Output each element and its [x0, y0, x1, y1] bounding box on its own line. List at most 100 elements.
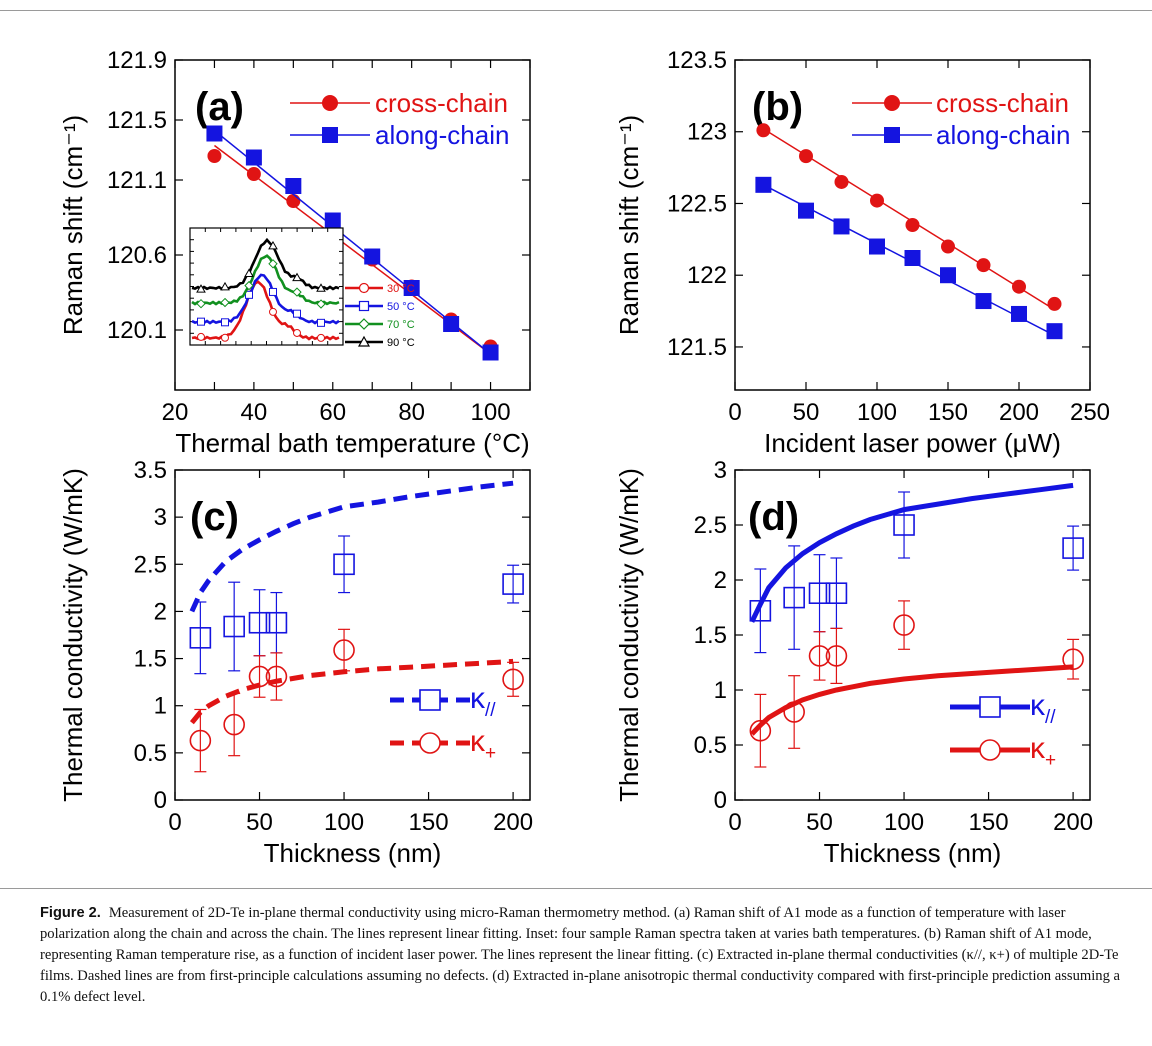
inset-legend-marker [357, 335, 371, 347]
figure-panels: 20 40 60 80 100120.1120.6121.1121.5121.9Ther… [58, 47, 1110, 868]
panel-b-xtick-label: 100 [857, 399, 897, 426]
panel-d-ytick-label: 0.5 [694, 732, 727, 759]
panel-c-series-b-legend-marker [419, 732, 441, 754]
panel-d-xtick-label: 0 [728, 809, 741, 836]
panel-b-series-b-point [755, 176, 772, 193]
panel-d-ytick-label: 1 [714, 677, 727, 704]
panel-b-series-b-point [1011, 305, 1027, 322]
panel-c-series-a-point [248, 611, 271, 634]
panel-b-series-b-point [904, 250, 921, 266]
panel-c-series-a-legend-marker [419, 689, 441, 711]
panel-d-series-b-legend-marker [979, 739, 1001, 761]
panel-c-series-b-legend-knockout [420, 733, 440, 753]
panel-d-ytick-label: 0 [714, 787, 727, 814]
panel-b-ytick-label: 123.5 [667, 47, 727, 74]
panel-c-x-axis-title: Thickness (nm) [264, 838, 442, 868]
inset-spectrum-3-marker [268, 259, 278, 269]
panel-c-series-b-point [333, 639, 355, 661]
figure-caption: Figure 2. Measurement of 2D-Te in-plane t… [40, 903, 1125, 1008]
panel-a-series-b-point [324, 212, 341, 229]
panel-d-xtick-label: 150 [969, 809, 1009, 836]
panel-b-xtick-label: 50 [793, 399, 820, 426]
inset-spectrum-1-marker [317, 333, 325, 342]
panel-a-ytick-label: 121.1 [107, 167, 167, 194]
panel-d-ytick-label: 2 [714, 567, 727, 594]
inset-spectrum-2-marker [221, 318, 229, 327]
caption-text: Measurement of 2D-Te in-plane thermal co… [40, 905, 1121, 1005]
panel-b-ytick-label: 122 [687, 262, 727, 289]
panel-a-series-a-point [246, 167, 261, 181]
panel-b-y-axis-title: Raman shift (cm⁻¹) [614, 115, 644, 335]
panel-b-ytick-label: 123 [687, 119, 727, 146]
inset-spectrum-4-marker [196, 284, 206, 293]
panel-c-series-a-point [223, 615, 245, 638]
panel-b-series-a-legend-marker [884, 95, 900, 111]
panel-d-series-a-point [825, 582, 848, 605]
inset-legend-label: 70 °C [387, 319, 415, 331]
panel-b-series-a-point [799, 149, 813, 164]
panel-d-series-a-legend-marker [979, 696, 1001, 718]
panel-d-xtick-label: 50 [806, 809, 833, 836]
panel-a-series-b-point [206, 125, 223, 142]
panel-c-ytick-label: 0 [154, 787, 167, 814]
panel-c-ytick-label: 2.5 [134, 551, 167, 578]
panel-d-series-a-point [808, 582, 831, 605]
panel-d-series-b-point [808, 645, 831, 667]
panel-a-series-b-point [482, 344, 499, 361]
panel-c-frame [174, 469, 531, 801]
panel-b-series-b-point [975, 293, 992, 310]
panel-b-series-a-point [905, 218, 920, 232]
panel-b-series-b-legend-marker [884, 127, 900, 143]
inset-spectrum-3-marker [196, 298, 206, 309]
inset-legend-label: 90 °C [387, 337, 415, 349]
inset-spectrum-3 [191, 254, 340, 306]
panel-a-xtick-label: 100 [471, 399, 511, 426]
panel-a-y-axis-title: Raman shift (cm⁻¹) [58, 115, 88, 335]
panel-c-series-b-point [189, 729, 212, 752]
panel-d-series-a-legend-knockout [980, 697, 1000, 717]
panel-d-series-b-point [749, 719, 772, 742]
panel-a-ytick-label: 121.5 [107, 107, 167, 134]
panel-b-series-b-point [798, 202, 814, 219]
panel-d-series-a-point [749, 599, 772, 622]
panel-d-series-a-model-curve [749, 482, 1074, 623]
inset-spectrum-1-marker [269, 307, 277, 316]
panel-b-series-a-point [1047, 296, 1062, 311]
panel-d-series-a-legend-label: κ// [1030, 689, 1056, 728]
panel-a-ytick-label: 120.1 [107, 317, 167, 344]
panel-b-series-a-point [941, 239, 955, 254]
panel-d-xtick-label: 200 [1053, 809, 1093, 836]
panel-a-series-a-point [207, 149, 222, 163]
panel-a-series-a-legend-marker [322, 95, 338, 111]
figure-top-border [0, 10, 1152, 11]
panel-c-ytick-label: 1 [154, 693, 167, 720]
panel-d-series-b-point [1062, 648, 1084, 671]
panel-d-ytick-label: 3 [714, 457, 727, 484]
panel-d-ytick-label: 1.5 [694, 622, 727, 649]
panel-a-series-b-legend-label: along-chain [375, 120, 509, 150]
panel-c-xtick-label: 200 [493, 809, 533, 836]
panel-c-xtick-label: 100 [324, 809, 364, 836]
panel-c-xtick-label: 150 [409, 809, 449, 836]
panel-a-xtick-label: 60 [319, 399, 346, 426]
panel-a-series-b-legend-marker [322, 127, 338, 143]
caption-label: Figure 2. [40, 905, 101, 921]
inset-spectrum-4-marker [244, 268, 254, 278]
panel-b-xtick-label: 150 [928, 399, 968, 426]
panel-c-series-a-legend-knockout [420, 690, 440, 710]
panel-a-label: (a) [195, 85, 244, 129]
inset-legend-marker [358, 318, 370, 330]
panel-a-xtick-label: 80 [398, 399, 425, 426]
panel-c-series-b-point [223, 713, 245, 736]
panel-b-x-axis-title: Incident laser power (μW) [764, 428, 1061, 458]
inset-spectrum-4-marker [316, 283, 326, 292]
panel-c-ytick-label: 2 [154, 598, 167, 625]
panel-b-ytick-label: 122.5 [667, 190, 727, 217]
inset-spectrum-3-marker [292, 287, 302, 297]
panel-d-ytick-label: 2.5 [694, 512, 727, 539]
inset-spectrum-1-marker [221, 333, 229, 342]
panel-c-ytick-label: 3.5 [134, 457, 167, 484]
inset-spectrum-3-marker [220, 297, 230, 308]
inset-spectrum-2-marker [293, 309, 301, 318]
panel-b-series-a-point [1012, 279, 1026, 294]
